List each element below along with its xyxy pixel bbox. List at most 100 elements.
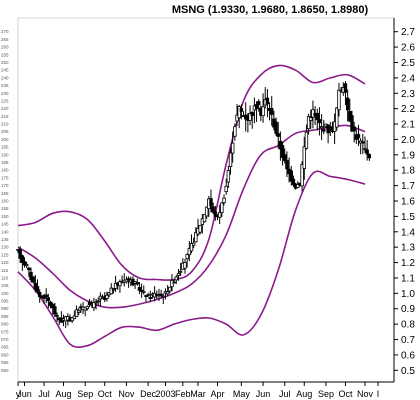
chart-title: MSNG (1.9330, 1.9680, 1.8650, 1.8980) <box>172 4 369 16</box>
y-tick-label: 0.5 <box>401 366 415 377</box>
x-tick-label: I <box>377 389 380 399</box>
left-tick-label: 190 <box>1 152 9 157</box>
x-tick-label: Dec <box>140 389 157 399</box>
candle-body <box>87 301 92 306</box>
candle-body <box>254 104 259 110</box>
candle-body <box>309 117 313 121</box>
left-tick-label: 270 <box>1 29 9 34</box>
x-tick-label: Nov <box>118 389 135 399</box>
candle-body <box>345 97 350 111</box>
left-tick-label: 175 <box>1 175 9 180</box>
candle-body <box>291 178 296 186</box>
candle-body <box>113 282 118 289</box>
candle-body <box>276 133 280 137</box>
candle-body <box>135 282 139 285</box>
y-tick-label: 1.5 <box>401 212 415 223</box>
y-tick-label: 1.9 <box>401 150 415 161</box>
candle-body <box>137 287 142 291</box>
candle-body <box>146 294 150 296</box>
candle-body <box>142 290 146 293</box>
left-tick-label: 220 <box>1 106 9 111</box>
candle-body <box>335 107 339 128</box>
candle-body <box>361 141 365 144</box>
bollinger-lower-band <box>17 170 366 349</box>
candle-body <box>283 154 287 161</box>
candle-body <box>50 303 55 309</box>
left-minor-tick-labels: 050 055 060 065 070 075 080 085 090 095 100 105 110 1… <box>1 29 9 373</box>
left-tick-label: 185 <box>1 160 9 165</box>
x-tick-label: May <box>233 389 251 399</box>
left-tick-label: 125 <box>1 252 9 257</box>
candle-body <box>239 108 244 112</box>
candle-body <box>170 279 174 288</box>
y-tick-label: 1.7 <box>401 181 415 192</box>
left-tick-label: 160 <box>1 199 9 204</box>
candle-body <box>289 170 293 182</box>
left-tick-label: 260 <box>1 45 9 50</box>
candle-body <box>159 293 163 296</box>
x-tick-label: 2003 <box>155 389 175 399</box>
candle-body <box>124 279 129 283</box>
candle-body <box>55 314 59 317</box>
candle-body <box>53 306 57 315</box>
candle-body <box>27 267 31 271</box>
candle-body <box>148 297 152 299</box>
left-tick-label: 085 <box>1 314 9 319</box>
x-tick-label: y <box>16 389 21 399</box>
candle-body <box>202 214 207 223</box>
y-tick-label: 0.8 <box>401 320 415 331</box>
candle-body <box>165 291 170 295</box>
bollinger-middle-band <box>17 124 366 309</box>
candle-body <box>176 273 181 276</box>
candle-body <box>174 276 179 281</box>
x-tick-label: Jun <box>256 389 271 399</box>
candle-body <box>230 142 235 154</box>
x-tick-label: Oct <box>338 389 353 399</box>
candle-body <box>224 185 228 193</box>
y-tick-label: 1.3 <box>401 243 415 254</box>
candle-body <box>222 197 226 204</box>
candle-body <box>319 126 324 129</box>
x-tick-label: Feb <box>175 389 191 399</box>
left-tick-label: 065 <box>1 345 9 350</box>
candle-body <box>85 305 90 310</box>
candle-body <box>328 126 332 131</box>
x-tick-label: Jun <box>17 389 32 399</box>
candle-body <box>296 184 300 188</box>
candle-body <box>356 133 361 139</box>
candle-body <box>187 248 192 256</box>
left-tick-label: 235 <box>1 83 9 88</box>
x-tick-label: Mar <box>190 389 206 399</box>
y-tick-label: 0.6 <box>401 350 415 361</box>
candle-body <box>237 106 241 119</box>
y-tick-label: 2.4 <box>401 73 415 84</box>
left-tick-label: 110 <box>1 275 9 280</box>
candle-body <box>352 126 356 132</box>
left-tick-label: 145 <box>1 222 9 227</box>
candle-body <box>304 131 309 149</box>
y-tick-label: 2.2 <box>401 104 415 115</box>
left-tick-label: 120 <box>1 260 9 265</box>
candle-body <box>261 106 265 117</box>
y-tick-label: 0.9 <box>401 304 415 315</box>
candle-body <box>363 148 367 151</box>
y-tick-label: 2.3 <box>401 89 415 100</box>
bollinger-upper-band <box>17 64 366 281</box>
candle-body <box>126 278 131 281</box>
candle-body <box>118 281 122 287</box>
candle-body <box>337 89 341 111</box>
y-tick-labels: 0.5 0.6 0.7 0.8 0.9 1.0 1.1 1.2 1.3 1.4 1.5 1.6 1.7 1… <box>394 27 415 377</box>
left-tick-label: 155 <box>1 206 9 211</box>
y-tick-label: 2.5 <box>401 58 415 69</box>
y-tick-label: 0.7 <box>401 335 415 346</box>
candle-body <box>265 97 270 105</box>
candle-body <box>96 300 100 303</box>
y-tick-label: 2.6 <box>401 43 415 54</box>
y-tick-label: 2.7 <box>401 27 415 38</box>
left-tick-label: 205 <box>1 129 9 134</box>
candle-body <box>220 202 224 213</box>
y-tick-label: 1.0 <box>401 289 415 300</box>
candle-body <box>350 115 354 132</box>
left-tick-label: 225 <box>1 98 9 103</box>
